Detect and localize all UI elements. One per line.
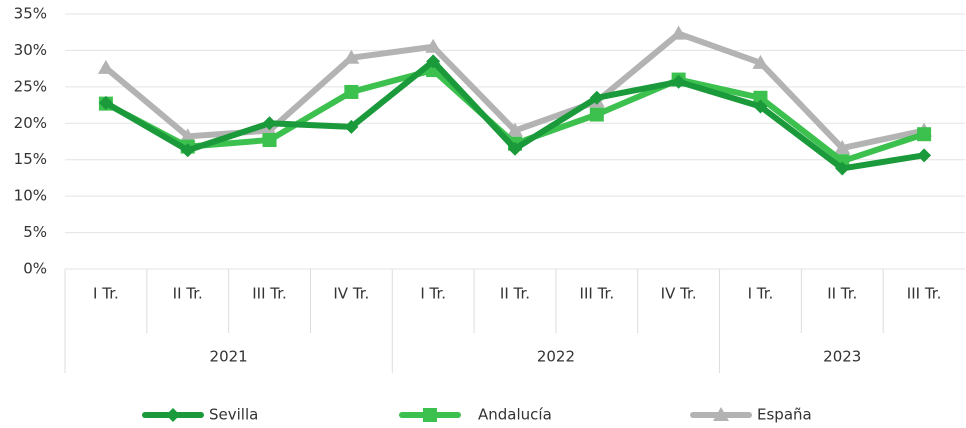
x-tick-label: II Tr. xyxy=(500,285,530,303)
x-group-label: 2022 xyxy=(537,348,575,366)
x-tick-label: III Tr. xyxy=(252,285,287,303)
marker xyxy=(97,59,114,74)
x-tick-label: II Tr. xyxy=(827,285,857,303)
y-tick-label: 35% xyxy=(14,5,47,23)
marker xyxy=(713,407,729,421)
x-tick-label: I Tr. xyxy=(420,285,446,303)
marker xyxy=(917,148,932,163)
x-tick-label: I Tr. xyxy=(748,285,774,303)
marker xyxy=(343,49,360,64)
legend-label: Sevilla xyxy=(209,406,258,424)
x-group-label: 2021 xyxy=(210,348,248,366)
marker xyxy=(671,74,686,89)
marker xyxy=(180,143,195,158)
marker xyxy=(98,95,113,110)
legend-label: España xyxy=(757,406,812,424)
marker xyxy=(507,122,523,137)
marker xyxy=(344,84,359,99)
y-tick-label: 15% xyxy=(14,150,47,168)
marker xyxy=(670,25,687,40)
marker xyxy=(752,54,769,69)
marker xyxy=(166,408,180,422)
y-tick-label: 0% xyxy=(23,260,47,278)
y-tick-label: 5% xyxy=(23,223,47,241)
marker xyxy=(179,128,196,143)
x-tick-label: IV Tr. xyxy=(661,285,697,303)
marker xyxy=(917,127,932,142)
y-tick-label: 30% xyxy=(14,41,47,59)
marker xyxy=(508,141,522,156)
x-tick-label: IV Tr. xyxy=(333,285,369,303)
y-tick-label: 25% xyxy=(14,77,47,95)
marker xyxy=(425,38,442,53)
x-tick-label: I Tr. xyxy=(93,285,119,303)
marker xyxy=(589,90,604,105)
marker xyxy=(753,90,768,105)
marker xyxy=(344,119,359,134)
x-group-label: 2023 xyxy=(823,348,861,366)
marker xyxy=(423,408,437,422)
x-tick-label: II Tr. xyxy=(173,285,203,303)
marker xyxy=(753,99,768,114)
marker xyxy=(834,140,851,155)
x-tick-label: III Tr. xyxy=(580,285,615,303)
legend-label: Andalucía xyxy=(478,406,552,424)
marker xyxy=(835,161,850,176)
y-tick-label: 10% xyxy=(14,187,47,205)
marker xyxy=(262,133,277,148)
y-tick-label: 20% xyxy=(14,114,47,132)
marker xyxy=(426,54,441,69)
marker xyxy=(262,116,277,131)
x-tick-label: III Tr. xyxy=(907,285,942,303)
marker xyxy=(589,107,604,122)
